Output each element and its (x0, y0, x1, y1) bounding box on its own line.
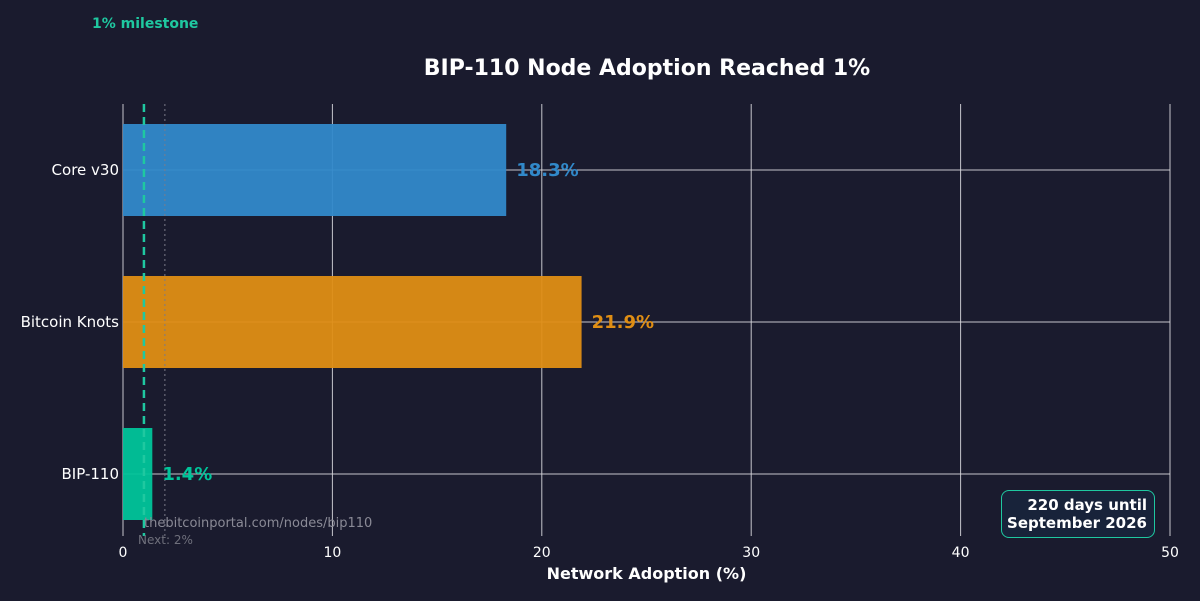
category-label: Core v30 (52, 161, 119, 179)
x-tick-label: 50 (1161, 545, 1179, 561)
countdown-box: 220 days until September 2026 (1001, 490, 1155, 538)
source-url: thebitcoinportal.com/nodes/bip110 (144, 516, 373, 531)
next-milestone-note: Next: 2% (138, 533, 193, 547)
x-tick-label: 40 (952, 545, 970, 561)
category-label: BIP-110 (62, 465, 119, 483)
x-tick-label: 0 (119, 545, 128, 561)
x-tick-label: 30 (742, 545, 760, 561)
bar (123, 276, 582, 368)
x-tick-label: 10 (323, 545, 341, 561)
x-axis-label: Network Adoption (%) (547, 564, 747, 583)
chart-title: BIP-110 Node Adoption Reached 1% (423, 56, 871, 81)
value-label: 1.4% (162, 464, 212, 485)
x-tick-label: 20 (533, 545, 551, 561)
milestone-label: 1% milestone (92, 16, 199, 32)
countdown-line-2: September 2026 (1007, 514, 1147, 532)
value-label: 21.9% (592, 312, 654, 333)
bar (123, 124, 507, 216)
value-label: 18.3% (516, 160, 578, 181)
countdown-line-1: 220 days until (1027, 496, 1147, 514)
bar (123, 428, 153, 520)
category-label: Bitcoin Knots (21, 313, 120, 331)
